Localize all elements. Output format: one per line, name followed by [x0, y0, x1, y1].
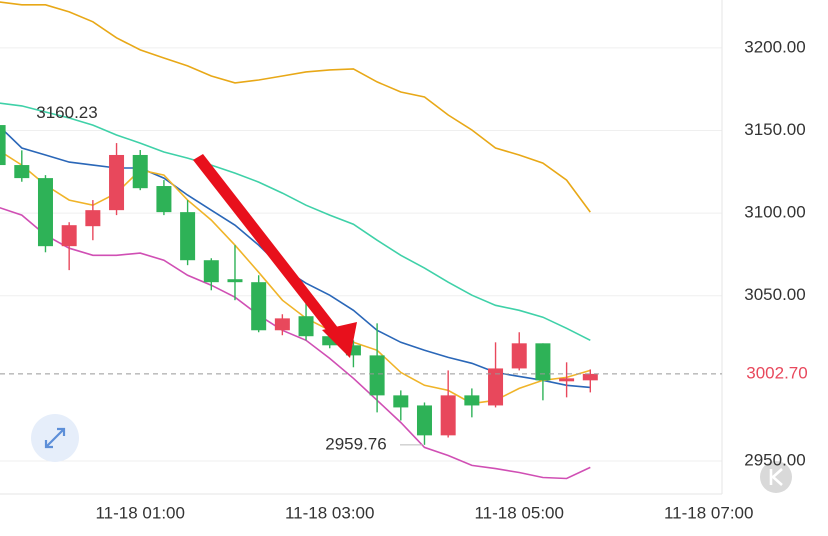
- candle-body: [393, 395, 409, 408]
- min-price-label: 2959.76: [325, 434, 386, 453]
- candle-body: [156, 186, 172, 213]
- k-button-bg[interactable]: [760, 461, 792, 493]
- x-tick-label: 11-18 03:00: [285, 503, 374, 522]
- k-button[interactable]: [760, 461, 792, 493]
- candle-body: [0, 125, 6, 166]
- last-price-box: [728, 360, 826, 387]
- arrow-shaft: [193, 154, 346, 344]
- indicator-line: [0, 1, 591, 213]
- candle-body: [511, 343, 527, 369]
- candle-body: [61, 225, 77, 247]
- candle-body: [14, 165, 30, 179]
- x-tick-label: 11-18 01:00: [95, 503, 184, 522]
- candle-body: [559, 378, 575, 382]
- candle-body: [37, 178, 53, 247]
- y-tick-label: 2950.00: [744, 450, 805, 469]
- candle-body: [464, 395, 480, 406]
- indicator-line: [0, 125, 591, 389]
- candle-body: [85, 210, 101, 227]
- candle-body: [416, 405, 432, 436]
- candle-body: [132, 154, 148, 189]
- arrow-head: [322, 322, 357, 358]
- y-tick-label: 3200.00: [744, 37, 805, 56]
- expand-button[interactable]: [31, 414, 79, 462]
- y-tick-label: 3150.00: [744, 120, 805, 139]
- candle-body: [274, 318, 290, 331]
- candle-body: [251, 282, 267, 331]
- indicator-line: [0, 206, 591, 480]
- candle-body: [582, 373, 598, 381]
- k-icon: [769, 468, 783, 486]
- candle-body: [369, 355, 385, 396]
- y-tick-label: 3100.00: [744, 203, 805, 222]
- indicator-line: [0, 102, 591, 342]
- grid-layer: [0, 47, 722, 462]
- candle-body: [203, 260, 219, 283]
- max-price-label: 3160.23: [36, 103, 97, 122]
- last-price-label: 3002.70: [746, 363, 807, 382]
- x-tick-label: 11-18 05:00: [474, 503, 563, 522]
- candle-body: [535, 343, 551, 381]
- candle-body: [109, 154, 125, 211]
- candle-body: [488, 368, 504, 406]
- candle-body: [298, 316, 314, 337]
- expand-icon: [44, 427, 66, 449]
- candle-body: [180, 212, 196, 261]
- x-tick-label: 11-18 07:00: [664, 503, 753, 522]
- candle-body: [345, 345, 361, 356]
- candle-body: [227, 279, 243, 283]
- y-tick-label: 3050.00: [744, 285, 805, 304]
- candle-body: [322, 336, 338, 346]
- mark-layer: [0, 1, 598, 480]
- candle-body: [440, 395, 456, 436]
